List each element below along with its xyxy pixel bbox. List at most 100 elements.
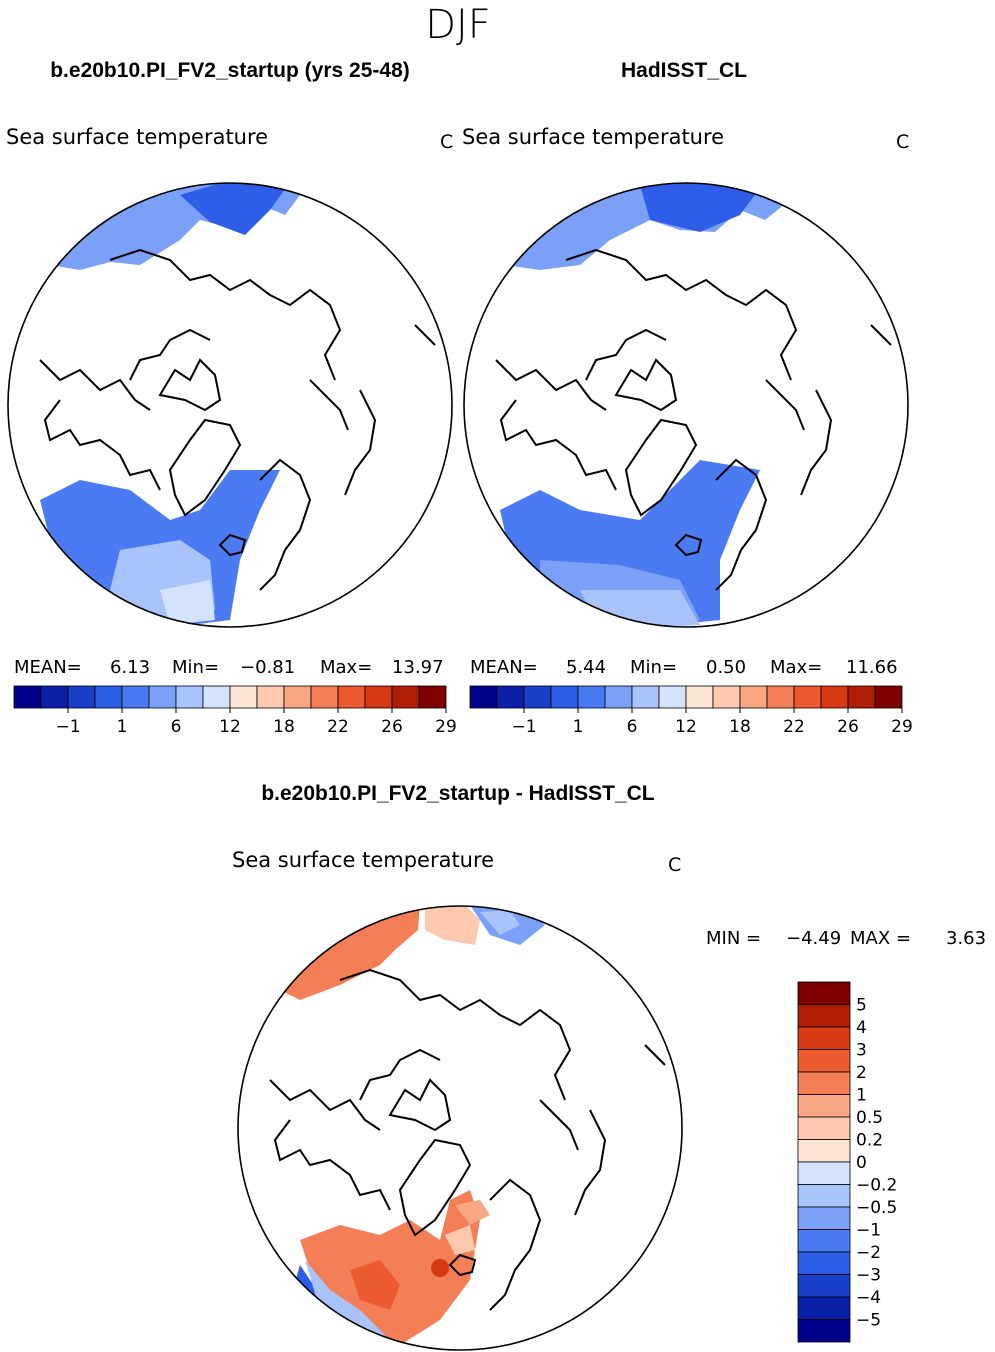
panel1-colorbar-swatch [310, 685, 339, 709]
panel1-colorbar-swatch [229, 685, 258, 709]
panel2-colorbar-swatch [631, 685, 660, 709]
panel1-stats: MEAN= 6.13 Min= −0.81 Max= 13.97 [14, 657, 444, 678]
diff-polar-map [237, 905, 683, 1351]
panel1-colorbar-tick-label: 1 [117, 717, 128, 737]
diff-colorbar-label: 0.5 [856, 1108, 883, 1128]
diff-colorbar-swatch [797, 1319, 851, 1343]
diff-stats: MIN = −4.49 MAX = 3.63 [706, 928, 986, 949]
panel1-colorbar-swatch [67, 685, 96, 709]
panel1-max-label: Max= [320, 657, 372, 678]
diff-colorbar-label: 5 [856, 996, 867, 1016]
panel2-colorbar-swatch [523, 685, 552, 709]
diff-colorbar-label: −4 [856, 1288, 881, 1308]
diff-title: b.e20b10.PI_FV2_startup - HadISST_CL [261, 782, 654, 805]
panel1-colorbar: −1 1 6 12 18 22 26 29 [13, 685, 457, 737]
panel1-colorbar-tick-label: 26 [381, 717, 403, 737]
panel2-colorbar-swatch [658, 685, 687, 709]
panel2-colorbar-tick-label: 29 [891, 717, 913, 737]
panel1-colorbar-swatch [148, 685, 177, 709]
panel1-colorbar-swatch [94, 685, 123, 709]
diff-colorbar-swatch [797, 1049, 851, 1073]
panel2-colorbar-swatch [874, 685, 903, 709]
panel1-colorbar-swatch [337, 685, 366, 709]
panel2-colorbar-tick-label: 12 [675, 717, 697, 737]
diff-colorbar-label: −5 [856, 1311, 881, 1331]
panel2-colorbar-swatch [577, 685, 606, 709]
panel2-max-value: 11.66 [846, 657, 898, 678]
panel1-colorbar-swatch [13, 685, 42, 709]
diff-colorbar-swatch [797, 1161, 851, 1185]
diff-colorbar-swatch [797, 1004, 851, 1028]
diff-colorbar-label: 0 [856, 1153, 867, 1173]
panel2-max-label: Max= [770, 657, 822, 678]
panel2-colorbar-tick-label: 22 [783, 717, 805, 737]
panel1-polar-map [7, 182, 453, 628]
diff-min-value: −4.49 [786, 928, 841, 949]
panel1-colorbar-swatch [391, 685, 420, 709]
panel2-colorbar-tick-label: −1 [511, 717, 536, 737]
panel2-units: C [896, 131, 909, 153]
diff-colorbar-swatch [797, 1296, 851, 1320]
diff-colorbar-swatch [797, 1071, 851, 1095]
panel2-colorbar-swatch [712, 685, 741, 709]
panel2-colorbar: −1 1 6 12 18 22 26 29 [469, 685, 913, 737]
panel2-colorbar-swatch [766, 685, 795, 709]
diff-max-value: 3.63 [946, 928, 986, 949]
panel2-colorbar-swatch [793, 685, 822, 709]
panel2-mean-label: MEAN= [470, 657, 538, 678]
panel1-colorbar-swatch [175, 685, 204, 709]
panel1-colorbar-swatch [202, 685, 231, 709]
diff-colorbar-label: 3 [856, 1041, 867, 1061]
panel2-colorbar-tick-label: 1 [573, 717, 584, 737]
panel1-min-value: −0.81 [240, 657, 295, 678]
diff-colorbar-swatch [797, 1206, 851, 1230]
panel1-colorbar-tick-label: 12 [219, 717, 241, 737]
panel2-min-label: Min= [630, 657, 677, 678]
panel1-units: C [440, 131, 453, 153]
diff-units: C [668, 854, 681, 876]
diff-min-label: MIN = [706, 928, 761, 949]
diff-colorbar-label: −3 [856, 1266, 881, 1286]
panel2-colorbar-swatch [496, 685, 525, 709]
panel1-max-value: 13.97 [392, 657, 444, 678]
diff-colorbar-label: 2 [856, 1063, 867, 1083]
panel2-colorbar-swatch [550, 685, 579, 709]
season-title: DJF [425, 2, 491, 48]
panel2-colorbar-swatch [604, 685, 633, 709]
panel2-colorbar-swatch [739, 685, 768, 709]
diff-colorbar-label: 1 [856, 1086, 867, 1106]
panel2-colorbar-swatch [820, 685, 849, 709]
panel2-variable: Sea surface temperature [462, 125, 724, 149]
panel2-mean-value: 5.44 [566, 657, 606, 678]
panel2-colorbar-swatch [469, 685, 498, 709]
diff-variable: Sea surface temperature [232, 848, 494, 872]
panel1-colorbar-tick-label: 6 [171, 717, 182, 737]
panel2-colorbar-tick-label: 6 [627, 717, 638, 737]
panel1-mean-label: MEAN= [14, 657, 82, 678]
diff-colorbar-swatch [797, 981, 851, 1005]
panel2-min-value: 0.50 [706, 657, 746, 678]
diff-colorbar-label: −0.5 [856, 1198, 897, 1218]
panel2-polar-map [463, 182, 909, 628]
panel1-colorbar-tick-label: −1 [55, 717, 80, 737]
panel1-colorbar-swatch [364, 685, 393, 709]
diff-colorbar-swatch [797, 1274, 851, 1298]
diff-colorbar-label: −1 [856, 1221, 881, 1241]
panel1-colorbar-swatch [256, 685, 285, 709]
panel2-colorbar-swatch [847, 685, 876, 709]
diff-max-label: MAX = [850, 928, 911, 949]
diff-colorbar-label: −2 [856, 1243, 881, 1263]
diff-colorbar-label: 4 [856, 1018, 867, 1038]
panel1-colorbar-swatch [418, 685, 447, 709]
panel2-case-title: HadISST_CL [621, 59, 747, 82]
diff-colorbar-swatch [797, 1139, 851, 1163]
diff-colorbar-swatch [797, 1094, 851, 1118]
panel2-colorbar-tick-label: 18 [729, 717, 751, 737]
diff-colorbar: 54 32 10.5 0.20 −0.2−0.5 −1−2 −3−4 −5 [797, 981, 897, 1343]
panel2-colorbar-swatch [685, 685, 714, 709]
diff-colorbar-swatch [797, 1026, 851, 1050]
diff-colorbar-swatch [797, 1184, 851, 1208]
panel1-colorbar-swatch [40, 685, 69, 709]
panel2-colorbar-tick-label: 26 [837, 717, 859, 737]
panel1-colorbar-tick-label: 29 [435, 717, 457, 737]
